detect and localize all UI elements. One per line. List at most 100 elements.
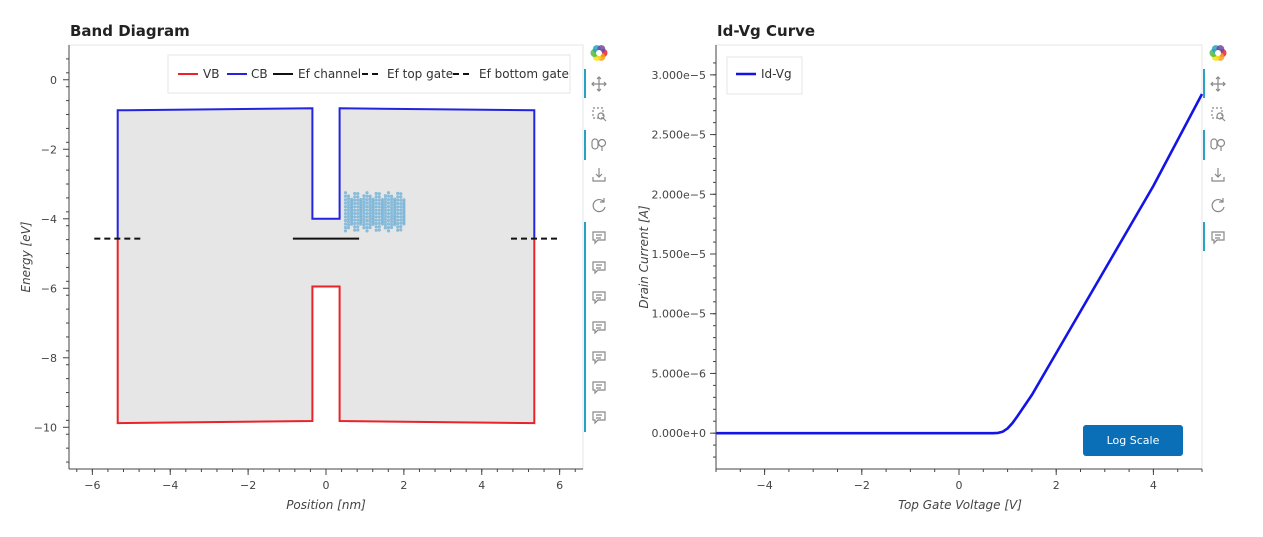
scatter-point [362,203,366,207]
scatter-point [383,223,387,227]
scatter-point [383,200,387,204]
scatter-point [356,215,360,219]
band-x-ticks: −6 −4 −2 0 2 4 6 [76,469,576,492]
scatter-point [368,211,372,215]
scatter-point [390,203,394,207]
scatter-point [402,209,406,213]
scatter-point [377,195,381,199]
scatter-point [402,200,406,204]
scatter-point [359,197,363,202]
idvg-title: Id-Vg Curve [717,22,815,40]
legend-vb-label: VB [203,67,219,81]
band-x-tick-label: −4 [162,479,178,492]
scatter-point [380,206,384,211]
box-zoom-icon[interactable] [592,107,607,122]
hover-icon[interactable] [592,321,606,335]
scatter-point [368,214,372,218]
scatter-point [343,205,348,209]
hover-icon[interactable] [592,231,606,245]
scatter-point [362,226,366,230]
scatter-point [362,200,366,204]
scatter-point [374,191,378,196]
scatter-point [402,211,406,215]
scatter-point [343,201,348,205]
scatter-point [386,229,391,233]
scatter-point [365,194,369,198]
scatter-point [356,225,360,229]
scatter-point [353,208,357,212]
hover-icon[interactable] [592,261,606,275]
scatter-point [368,226,372,230]
scatter-point [350,215,354,220]
scatter-point [374,228,378,232]
scatter-point [393,220,397,224]
scatter-point [380,213,384,217]
pan-icon[interactable] [591,76,607,92]
scatter-point [383,202,387,207]
scatter-point [365,198,369,202]
scatter-point [371,197,375,201]
scatter-point [368,200,372,204]
idvg-toolbar [1203,45,1227,251]
scatter-point [383,205,387,209]
idvg-x-tick-label: −4 [756,479,772,492]
scatter-point [343,225,348,230]
hover-icon[interactable] [592,411,606,425]
scatter-point [390,223,394,227]
scatter-point [386,191,391,195]
scatter-point [374,225,378,229]
save-icon[interactable] [1211,168,1225,182]
idvg-y-tick-label: 1.500e−5 [652,248,706,261]
scatter-point [359,206,363,211]
wheel-zoom-icon[interactable] [1210,138,1226,151]
pan-icon[interactable] [1210,76,1226,92]
box-zoom-icon[interactable] [1211,107,1226,122]
band-y-label: Energy [eV] [19,221,33,292]
idvg-x-ticks: −4 −2 0 2 4 [715,469,1203,492]
band-title: Band Diagram [70,22,190,40]
scatter-point [350,218,354,222]
scatter-point [374,205,378,209]
band-y-tick-label: −8 [41,352,57,365]
scatter-point [396,195,400,199]
idvg-x-tick-label: 0 [956,479,963,492]
band-x-tick-label: −6 [84,479,100,492]
reset-icon[interactable] [592,198,606,213]
reset-icon[interactable] [1211,198,1225,213]
scatter-point [353,215,357,219]
hover-icon[interactable] [1211,231,1225,245]
wheel-zoom-icon[interactable] [591,138,607,151]
scatter-point [393,216,397,220]
band-y-tick-label: −4 [41,213,57,226]
scatter-point [365,222,369,226]
scatter-point [362,217,366,221]
hover-icon[interactable] [592,351,606,365]
scatter-point [386,201,391,205]
log-scale-button[interactable]: Log Scale [1083,425,1183,456]
scatter-point [371,206,375,210]
scatter-point [393,197,397,201]
scatter-point [396,205,400,209]
scatter-point [402,206,406,211]
scatter-point [362,211,366,215]
band-plot-area[interactable] [68,44,584,470]
scatter-point [396,211,400,216]
scatter-point [359,209,363,213]
scatter-point [371,199,375,204]
scatter-point [396,191,400,195]
scatter-point [377,215,381,219]
scatter-point [374,221,378,226]
band-toolbar [584,45,608,432]
band-x-tick-label: 4 [478,479,485,492]
scatter-point [386,198,391,202]
save-icon[interactable] [592,168,606,182]
scatter-point [350,211,354,215]
scatter-point [393,204,397,208]
hover-icon[interactable] [592,381,606,395]
scatter-point [390,217,394,221]
idvg-legend: Id-Vg [726,56,803,95]
scatter-point [365,212,369,216]
idvg-plot-area[interactable] [715,44,1204,470]
hover-icon[interactable] [592,291,606,305]
